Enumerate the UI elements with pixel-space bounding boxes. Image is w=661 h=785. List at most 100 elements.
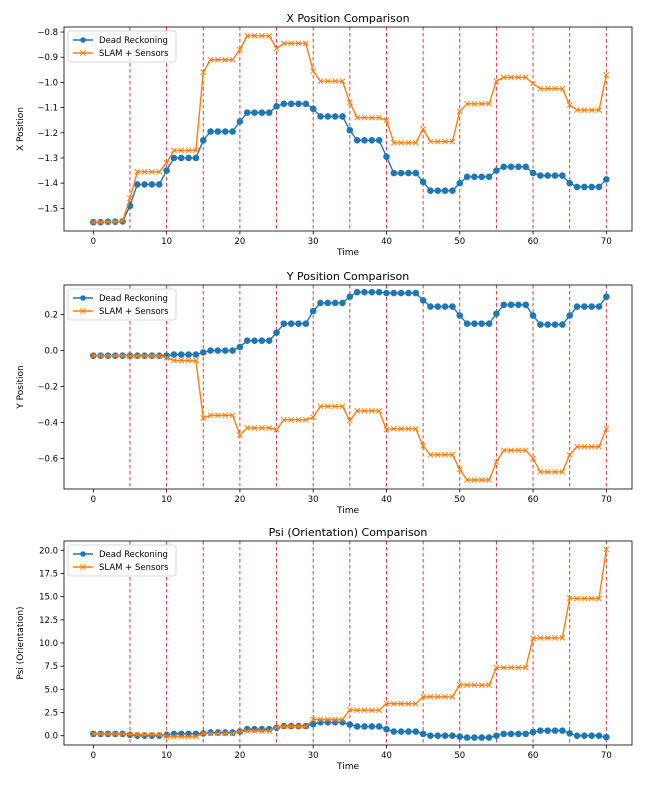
data-point <box>112 218 119 225</box>
data-point <box>559 634 566 641</box>
data-point <box>317 78 324 85</box>
data-point <box>486 477 493 483</box>
data-point <box>185 730 192 738</box>
x-axis-label: Time <box>336 248 359 258</box>
data-point <box>595 303 603 310</box>
data-point <box>148 732 156 740</box>
data-point <box>207 412 214 419</box>
data-point <box>427 187 434 195</box>
data-point <box>317 113 324 120</box>
data-point <box>434 451 441 458</box>
data-point <box>324 299 332 307</box>
data-point <box>266 424 273 431</box>
data-point <box>331 113 339 120</box>
data-point <box>427 732 434 740</box>
x-tick-label: 20 <box>234 495 245 505</box>
data-point <box>339 718 346 726</box>
data-point <box>596 595 602 602</box>
data-point <box>309 307 317 315</box>
data-point <box>464 100 471 107</box>
data-point <box>595 183 603 191</box>
data-point <box>214 729 222 736</box>
data-point <box>222 730 229 737</box>
data-point <box>559 468 566 475</box>
data-point <box>595 732 603 740</box>
data-point <box>537 634 544 641</box>
data-point <box>419 178 427 186</box>
data-point <box>339 113 346 120</box>
y-tick-label: −0.8 <box>37 28 58 38</box>
data-point <box>353 288 361 296</box>
data-point <box>141 353 148 359</box>
data-point <box>566 179 574 187</box>
x-tick-label: 30 <box>308 495 319 505</box>
data-point <box>339 78 346 85</box>
data-point <box>559 85 566 92</box>
x-tick-label: 30 <box>308 751 319 761</box>
x-tick-label: 50 <box>454 237 465 247</box>
chart-panel-2: 0 10 20 30 40 50 60 70 −0.6 −0.4 −0.2 0.0 0.2 Y Posit… <box>16 270 633 516</box>
data-point <box>170 733 177 740</box>
data-point <box>258 337 266 345</box>
data-point <box>368 407 375 414</box>
data-point <box>412 700 419 707</box>
data-point <box>493 78 500 85</box>
data-point <box>361 114 368 121</box>
data-point <box>478 100 485 107</box>
legend-marker <box>80 295 86 301</box>
data-point <box>529 312 537 319</box>
data-point <box>449 732 456 740</box>
data-point <box>361 407 368 414</box>
data-point <box>346 706 353 713</box>
y-tick-label: 5.0 <box>44 685 58 695</box>
data-point <box>522 163 530 171</box>
y-tick-label: 10.0 <box>39 639 58 649</box>
data-point <box>574 107 580 114</box>
data-point <box>273 103 280 110</box>
data-point <box>97 219 104 226</box>
data-point <box>199 349 207 356</box>
data-point <box>390 425 397 432</box>
data-point <box>427 451 434 458</box>
data-point <box>134 168 141 175</box>
data-point <box>478 682 485 689</box>
x-tick-label: 20 <box>234 751 245 761</box>
data-point <box>287 320 295 327</box>
data-point <box>596 107 602 114</box>
data-point <box>324 78 331 85</box>
data-point <box>361 723 368 730</box>
data-point <box>302 320 310 327</box>
y-tick-label: −1.3 <box>37 154 58 164</box>
data-point <box>229 730 236 737</box>
data-point <box>170 154 178 162</box>
data-point <box>471 100 478 107</box>
data-point <box>346 417 353 424</box>
data-point <box>141 732 148 740</box>
data-point <box>427 138 434 145</box>
data-point <box>361 288 368 296</box>
data-point <box>500 447 507 454</box>
y-tick-label: 0.2 <box>44 311 58 321</box>
legend: Dead Reckoning SLAM + Sensors <box>67 544 177 577</box>
data-point <box>339 403 346 410</box>
data-point <box>463 173 471 181</box>
data-point <box>105 730 111 737</box>
data-point <box>405 728 412 735</box>
data-point <box>185 357 192 364</box>
data-point <box>280 723 287 730</box>
data-point <box>273 724 280 731</box>
data-point <box>375 137 383 144</box>
data-point <box>522 730 530 738</box>
data-point <box>375 723 383 730</box>
data-point <box>273 426 280 433</box>
data-point <box>251 109 258 116</box>
data-point <box>398 700 405 707</box>
legend-label: SLAM + Sensors <box>99 563 169 573</box>
data-point <box>90 219 97 226</box>
data-point <box>258 728 265 735</box>
data-point <box>493 732 500 740</box>
data-point <box>163 733 170 740</box>
data-point <box>97 352 104 359</box>
data-point <box>332 78 339 85</box>
